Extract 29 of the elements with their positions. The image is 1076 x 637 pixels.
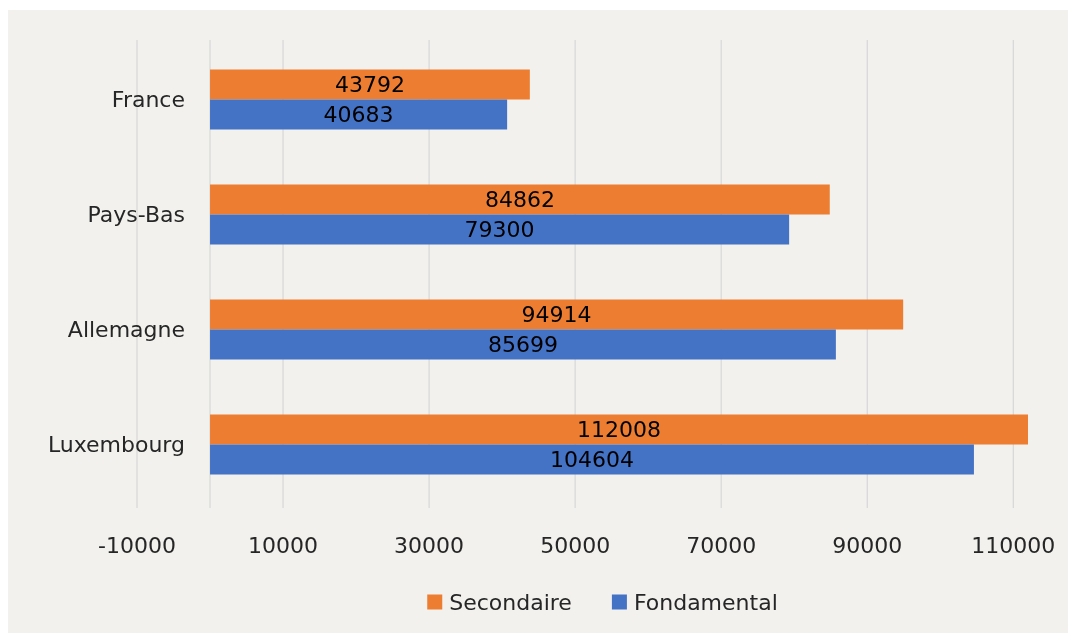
bar [210,414,1028,445]
x-tick-label: 90000 [832,532,903,558]
y-tick-label: Luxembourg [47,432,185,457]
x-tick-label: 10000 [248,532,319,558]
bar [210,444,974,475]
x-tick-label: 30000 [394,532,465,558]
bar [210,99,508,130]
bar [210,184,830,215]
bar [210,299,904,330]
bar [210,214,790,245]
x-tick-label: 110000 [971,532,1056,558]
data-label: 40683 [323,102,394,127]
y-tick-label: France [111,87,185,112]
bar [210,329,836,360]
data-label: 43792 [334,72,405,97]
y-tick-label: Pays-Bas [87,202,185,227]
x-tick-label: -10000 [98,532,176,558]
data-label: 84862 [484,187,555,212]
data-label: 85699 [487,332,558,357]
legend-label: Fondamental [633,589,778,615]
x-tick-label: 70000 [686,532,757,558]
data-label: 94914 [521,302,592,327]
x-tick-label: 50000 [540,532,611,558]
data-label: 104604 [549,447,634,472]
bar [210,69,530,100]
data-label: 112008 [577,417,662,442]
legend-label: Secondaire [449,589,572,615]
y-tick-label: Allemagne [67,317,185,342]
data-label: 79300 [464,217,535,242]
